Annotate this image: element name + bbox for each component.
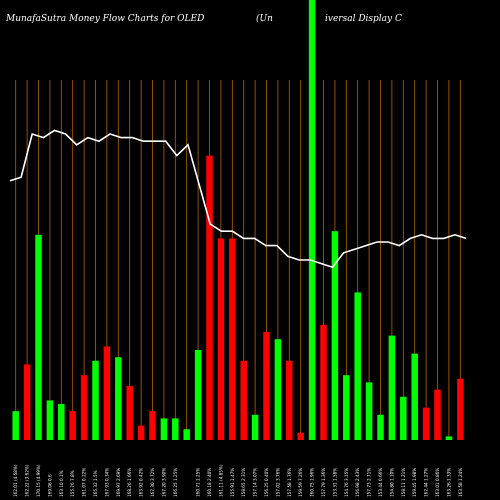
x-tick-label: 163.01 0.86% — [435, 468, 440, 497]
flow-bar-up — [354, 292, 361, 440]
flow-bar-down — [103, 346, 111, 440]
flow-bar-up — [58, 404, 65, 440]
x-tick-label: 163.10 0.1% — [59, 470, 64, 497]
flow-bar-up — [160, 418, 168, 440]
x-tick-label: 162.44 1.27% — [424, 468, 429, 497]
x-tick-label: 165.32 1.5% — [93, 470, 98, 497]
x-tick-label: 159.59 7.26% — [298, 468, 303, 497]
x-tick-label: 167.30 3.72% — [150, 468, 155, 497]
flow-bar-up — [115, 357, 122, 440]
flow-bar-down — [434, 389, 441, 440]
x-tick-label: 155.76 7.8% — [70, 470, 75, 497]
flow-bar-down — [149, 411, 156, 440]
flow-bar-up — [251, 414, 259, 440]
x-tick-label: 155.91 1.47% — [230, 468, 235, 497]
x-tick-label: 166.25 1.25% — [173, 468, 178, 497]
x-tick-label: 157.14 3.07% — [253, 468, 258, 497]
x-tick-label: 163.92 0.42% — [139, 468, 144, 497]
x-tick-label: 162.01 (4.58%) — [13, 464, 18, 497]
x-tick-label: 161.11 (4.85%) — [218, 464, 223, 497]
flow-bar-down — [69, 411, 76, 440]
company-name-right: iversal Display C — [325, 14, 402, 24]
flow-bar-up — [388, 335, 396, 440]
x-tick-label: 153.31 1.58% — [332, 468, 337, 497]
flow-bar-down — [320, 324, 327, 440]
flow-bar-up — [274, 339, 282, 440]
x-tick-label: 156.25 0.40% — [264, 468, 269, 497]
highlight-bar — [308, 0, 316, 440]
x-tick-label: 156.98 2.43% — [355, 468, 360, 497]
flow-bar-down — [137, 425, 145, 440]
flow-bar-up — [377, 414, 384, 440]
flow-bar-up — [331, 231, 339, 440]
flow-bar-up — [183, 429, 190, 440]
x-tick-label: 167.93 0.34% — [104, 468, 109, 497]
flow-bar-up — [194, 350, 202, 440]
x-tick-label: 169.06 0.6 — [47, 474, 52, 497]
flow-bar-up — [400, 396, 407, 440]
x-tick-label: 161.07 0.22% — [82, 468, 87, 497]
flow-bar-up — [46, 400, 54, 440]
flow-bar-up — [411, 353, 418, 440]
flow-bar-down — [240, 360, 247, 440]
flow-bar-up — [35, 234, 42, 440]
flow-bar-down — [229, 238, 236, 440]
x-tick-label: 159.45 1.98% — [412, 468, 417, 497]
flow-bar-up — [172, 418, 179, 440]
flow-bar-down — [80, 375, 88, 440]
flow-bar-up — [445, 436, 453, 440]
flow-bar-down — [297, 432, 304, 440]
flow-bar-up — [365, 382, 373, 440]
x-tick-label: 167.20 3.90% — [161, 468, 166, 497]
x-tick-label: 170.15 (4.99%) — [36, 464, 41, 497]
x-axis-labels: 162.01 (4.58%) 162.22 (3.62%) 170.15 (4.99… — [13, 464, 463, 497]
flow-bar-up — [343, 375, 350, 440]
x-tick-label: 168.26 1.66% — [127, 468, 132, 497]
x-tick-label: 163.58 1.24% — [458, 468, 463, 497]
flow-bar-up — [92, 360, 99, 440]
x-tick-label: 153.44 0.66% — [378, 468, 383, 497]
flow-bar-down — [126, 386, 133, 440]
flow-bar-down — [217, 238, 225, 440]
x-tick-label: 158.65 2.31% — [241, 468, 246, 497]
flow-bar-down — [206, 155, 213, 440]
money-flow-bars — [12, 155, 464, 440]
flow-bar-up — [12, 411, 19, 440]
x-tick-label: 160.75 1.96% — [310, 468, 315, 497]
highlight-bar-group — [308, 0, 316, 440]
x-tick-label: 157.73 2.71% — [367, 468, 372, 497]
x-tick-label: 160.18 2.40% — [207, 468, 212, 497]
header: MunafaSutra Money Flow Charts for OLED (… — [5, 13, 402, 24]
flow-bar-down — [263, 332, 270, 440]
x-tick-label: 169.97 2.69% — [116, 468, 121, 497]
flow-bar-down — [457, 378, 464, 440]
company-name-left: (Un — [256, 13, 273, 24]
flow-bar-down — [422, 407, 430, 440]
flow-bar-down — [286, 360, 293, 440]
x-tick-label: 160.71 1.25% — [196, 468, 201, 497]
x-tick-label: 157.79 1.36% — [321, 468, 326, 497]
x-tick-label: 154.76 3.15% — [344, 468, 349, 497]
x-tick-label: 158.11 1.21% — [401, 468, 406, 497]
money-flow-line — [9, 129, 467, 269]
x-tick-label: 154.80 1.10% — [389, 468, 394, 497]
x-tick-label: 162.22 (3.62%) — [25, 464, 30, 497]
x-tick-label: 157.02 3.76% — [275, 468, 280, 497]
x-tick-label: 163.26 1.33% — [446, 468, 451, 497]
x-tick-label: 157.58 1.76% — [287, 468, 292, 497]
flow-bar-down — [23, 364, 31, 440]
chart-title: MunafaSutra Money Flow Charts for OLED — [5, 14, 204, 24]
